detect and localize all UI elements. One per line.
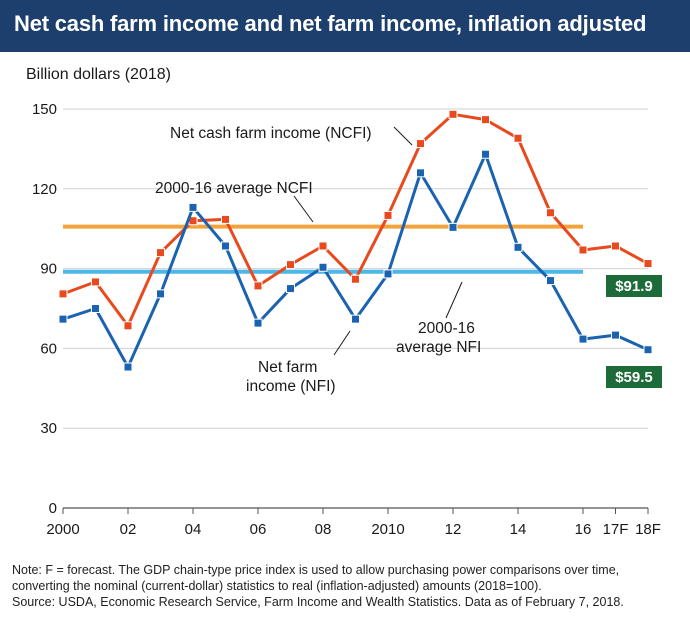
nfi-label-leader <box>333 330 351 356</box>
ncfi-point <box>123 321 133 331</box>
nfi-point <box>578 334 588 344</box>
x-tick-label: 04 <box>185 521 202 538</box>
ncfi-point <box>578 245 588 255</box>
nfi-point <box>318 262 328 272</box>
ncfi-point <box>286 260 295 270</box>
ncfi-point <box>318 241 328 251</box>
annotations: Net cash farm income (NCFI) 2000-16 avera… <box>155 125 662 395</box>
notes: Note: F = forecast. The GDP chain-type p… <box>12 562 682 610</box>
nfi-point <box>253 318 263 328</box>
nfi-point <box>188 202 198 212</box>
x-tick-label: 02 <box>120 521 137 538</box>
y-tick-label: 30 <box>40 420 57 437</box>
x-tick-label: 2000 <box>46 521 79 538</box>
ncfi-avg-leader <box>293 195 314 223</box>
ncfi-point <box>448 109 458 119</box>
note-line-3: Source: USDA, Economic Research Service,… <box>12 595 624 609</box>
ncfi-point <box>221 214 230 224</box>
nfi-point <box>481 149 490 159</box>
nfi-point <box>123 362 133 372</box>
ncfi-point <box>416 139 425 149</box>
y-tick-label: 0 <box>49 500 57 517</box>
nfi-point <box>351 314 360 324</box>
ncfi-point <box>643 259 653 269</box>
nfi-point <box>513 242 523 252</box>
x-tick-label: 2010 <box>371 521 404 538</box>
nfi-average-label-line2: average NFI <box>396 339 481 356</box>
ncfi-average-label: 2000-16 average NCFI <box>155 180 313 197</box>
y-tick-label: 150 <box>32 101 57 118</box>
note-line-1: Note: F = forecast. The GDP chain-type p… <box>12 563 620 577</box>
ncfi-2018-badge-bg <box>606 275 662 297</box>
ncfi-label-leader <box>393 126 413 146</box>
ncfi-point <box>156 248 165 258</box>
ncfi-point <box>481 115 490 125</box>
nfi-series-label-line1: Net farm <box>258 359 317 376</box>
nfi-average-label-line1: 2000-16 <box>418 320 475 337</box>
x-axis-ticks: 2000 02 04 06 08 2010 12 14 16 17F 18F <box>46 508 661 538</box>
ncfi-point <box>253 281 263 291</box>
nfi-line <box>62 152 649 369</box>
nfi-avg-leader <box>445 281 463 319</box>
ncfi-point <box>58 289 68 299</box>
average-lines <box>63 224 583 274</box>
header-bar: Net cash farm income and net farm income… <box>0 0 690 52</box>
y-tick-label: 60 <box>40 340 57 357</box>
nfi-point <box>58 314 68 324</box>
ncfi-point <box>513 133 523 143</box>
nfi-point <box>286 284 295 294</box>
nfi-point <box>383 269 393 279</box>
x-tick-label: 14 <box>510 521 527 538</box>
nfi-point <box>448 222 458 232</box>
ncfi-point <box>383 210 393 220</box>
nfi-point <box>221 241 230 251</box>
ncfi-point <box>351 274 360 284</box>
chart-title: Net cash farm income and net farm income… <box>14 11 647 36</box>
x-tick-label: 17F <box>603 521 629 538</box>
y-tick-label: 120 <box>32 181 57 198</box>
nfi-point <box>91 304 100 313</box>
x-tick-label: 16 <box>575 521 592 538</box>
ncfi-point <box>611 241 620 251</box>
data-series <box>58 109 653 372</box>
ncfi-series-label: Net cash farm income (NCFI) <box>170 125 372 142</box>
y-tick-label: 90 <box>40 261 57 278</box>
nfi-2018-badge-bg <box>606 366 662 388</box>
nfi-point <box>416 168 425 178</box>
ncfi-point <box>91 277 100 287</box>
y-axis-title: Billion dollars (2018) <box>26 66 171 83</box>
x-tick-label: 08 <box>315 521 332 538</box>
ncfi-line <box>62 112 649 328</box>
nfi-point <box>156 289 165 299</box>
nfi-series-label-line2: income (NFI) <box>246 378 336 395</box>
ncfi-point <box>546 208 555 218</box>
nfi-point <box>643 345 653 355</box>
nfi-point <box>611 330 620 340</box>
nfi-point <box>546 276 555 286</box>
x-tick-label: 06 <box>250 521 267 538</box>
x-tick-label: 18F <box>635 521 661 538</box>
x-tick-label: 12 <box>445 521 462 538</box>
nfi-2018-badge: $59.5 <box>615 369 653 386</box>
y-axis-ticks: 0 30 60 90 120 150 <box>32 101 57 517</box>
gridlines <box>63 108 648 509</box>
note-line-2: converting the nominal (current-dollar) … <box>12 579 542 593</box>
ncfi-2018-badge: $91.9 <box>615 278 653 295</box>
